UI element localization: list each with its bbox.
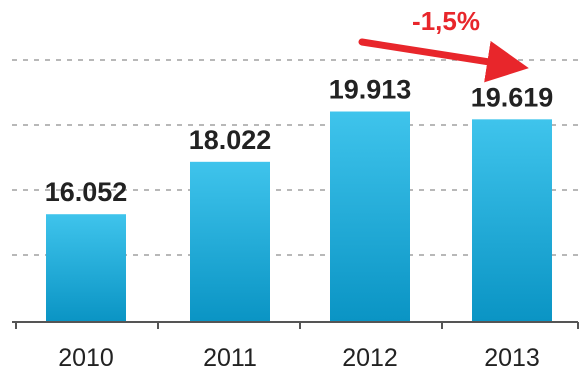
x-tick-label-2011: 2011 — [203, 344, 257, 372]
trend-annotation: -1,5% — [358, 6, 529, 83]
bar-2012 — [330, 111, 410, 323]
x-axis: 2010 2011 2012 2013 — [12, 321, 579, 372]
trend-arrow — [358, 38, 529, 83]
x-tick-label-2013: 2013 — [484, 344, 540, 372]
value-label-2012: 19.913 — [329, 75, 412, 105]
value-labels: 16.052 18.022 19.913 19.619 — [45, 75, 554, 208]
value-label-2010: 16.052 — [45, 177, 128, 207]
bar-2011 — [190, 161, 270, 322]
value-label-2013: 19.619 — [471, 82, 554, 112]
bars — [46, 111, 552, 323]
bar-2013 — [472, 119, 552, 323]
value-label-2011: 18.022 — [189, 125, 272, 155]
bar-2010 — [46, 214, 126, 322]
x-tick-label-2010: 2010 — [58, 344, 114, 372]
x-tick-label-2012: 2012 — [342, 344, 398, 372]
trend-percent-label: -1,5% — [412, 6, 480, 36]
